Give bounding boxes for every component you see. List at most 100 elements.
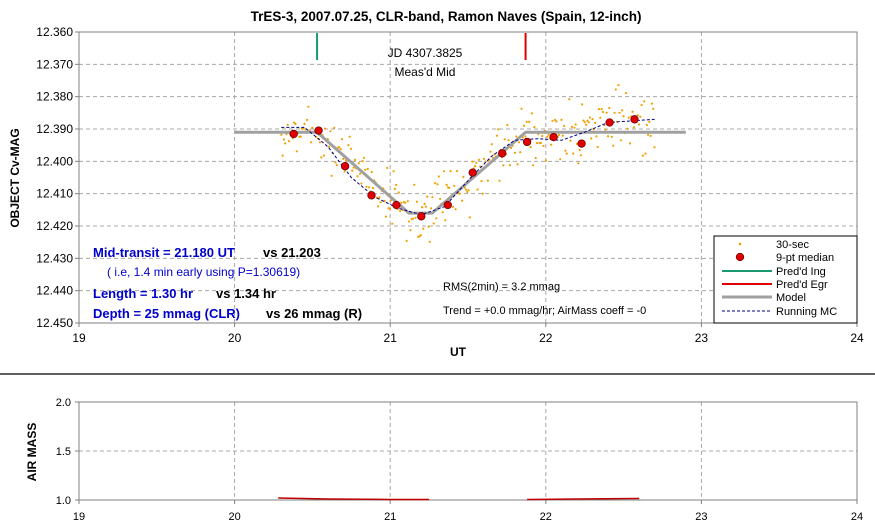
point-30-sec <box>627 116 630 119</box>
airmass-x-axis: 19 20 21 22 23 24 <box>73 500 863 523</box>
y-tick-label: 12.420 <box>36 219 73 233</box>
point-30-sec <box>455 170 458 173</box>
y-tick-label: 12.450 <box>36 316 73 330</box>
point-30-sec <box>539 141 543 145</box>
jd-label: JD 4307.3825 <box>388 46 463 60</box>
point-30-sec <box>342 157 345 160</box>
point-30-sec <box>365 185 368 188</box>
point-30-sec <box>619 139 623 142</box>
point-30-sec <box>652 107 655 110</box>
point-30-sec <box>520 107 523 110</box>
point-30-sec <box>441 211 444 214</box>
point-30-sec <box>458 192 461 195</box>
point-30-sec <box>560 118 563 121</box>
point-30-sec <box>639 115 642 118</box>
point-30-sec <box>502 164 505 167</box>
point-30-sec <box>453 184 456 187</box>
point-30-sec <box>551 119 554 122</box>
y-axis-label: OBJECT Cv-MAG <box>8 128 22 227</box>
median-point <box>417 212 426 221</box>
point-30-sec <box>475 161 478 164</box>
point-30-sec <box>421 206 424 209</box>
point-30-sec <box>528 120 531 123</box>
airmass-line <box>278 497 430 501</box>
point-30-sec <box>282 138 285 141</box>
point-30-sec <box>601 110 605 114</box>
point-30-sec <box>490 143 493 146</box>
y-tick-label: 12.380 <box>36 90 73 104</box>
running-mc-line <box>281 118 655 216</box>
point-30-sec <box>333 126 336 129</box>
point-30-sec <box>541 134 544 138</box>
point-30-sec <box>550 143 553 146</box>
point-30-sec <box>329 130 332 133</box>
point-30-sec <box>454 208 457 211</box>
median-point <box>522 137 532 147</box>
point-30-sec <box>411 217 415 220</box>
point-30-sec <box>653 146 656 149</box>
point-30-sec <box>309 141 313 144</box>
point-30-sec <box>577 162 580 165</box>
point-30-sec <box>495 134 499 137</box>
point-30-sec <box>591 118 594 121</box>
point-30-sec <box>370 170 373 174</box>
y-tick-label: 12.410 <box>36 187 73 201</box>
plot-marks <box>234 33 686 243</box>
point-30-sec <box>307 105 310 108</box>
point-30-sec <box>295 150 298 153</box>
depth-reference: vs 26 mmag (R) <box>266 306 362 321</box>
point-30-sec <box>384 215 387 218</box>
point-30-sec <box>507 139 510 142</box>
x-axis: 19 20 21 22 23 24 <box>72 323 864 345</box>
point-30-sec <box>569 139 572 142</box>
point-30-sec <box>294 122 297 126</box>
point-30-sec <box>594 121 597 124</box>
point-30-sec <box>280 133 283 136</box>
point-30-sec <box>364 168 367 171</box>
airmass-y-axis-label: AIR MASS <box>25 423 39 482</box>
point-30-sec <box>468 216 471 219</box>
point-30-sec <box>351 169 354 172</box>
point-30-sec <box>650 102 654 105</box>
plot-frame <box>78 31 858 324</box>
point-30-sec <box>578 148 581 152</box>
point-30-sec <box>599 116 602 119</box>
point-30-sec <box>579 154 583 157</box>
point-30-sec <box>383 199 386 203</box>
point-30-sec <box>572 152 575 155</box>
median-point <box>577 139 586 148</box>
point-30-sec <box>338 146 341 149</box>
point-30-sec <box>361 160 364 163</box>
point-30-sec <box>368 186 371 189</box>
grid <box>79 32 857 323</box>
point-30-sec <box>618 111 621 114</box>
point-30-sec <box>628 142 632 145</box>
airmass-y-tick-label: 1.5 <box>56 446 71 458</box>
point-30-sec <box>433 182 437 185</box>
median-point <box>289 129 298 139</box>
point-30-sec <box>525 120 528 123</box>
airmass-y-tick-label: 2.0 <box>56 397 71 409</box>
point-30-sec <box>424 205 427 208</box>
point-30-sec <box>574 123 577 126</box>
length-annotation: Length = 1.30 hr <box>93 286 193 301</box>
point-30-sec <box>461 199 464 202</box>
point-30-sec <box>622 115 625 118</box>
point-30-sec <box>356 175 359 178</box>
point-30-sec <box>397 191 400 194</box>
point-30-sec <box>517 141 521 144</box>
airmass-x-tick-label: 21 <box>384 511 396 523</box>
point-30-sec <box>466 190 469 194</box>
point-30-sec <box>595 135 598 138</box>
point-30-sec <box>431 196 434 199</box>
point-30-sec <box>378 196 381 199</box>
early-note-annotation: ( i.e, 1.4 min early using P=1.30619) <box>107 265 300 279</box>
airmass-y-tick-label: 1.0 <box>56 495 71 507</box>
point-30-sec <box>435 217 438 220</box>
median-point <box>392 200 401 210</box>
x-tick-label: 19 <box>72 331 86 345</box>
depth-annotation: Depth = 25 mmag (CLR) <box>93 306 240 321</box>
point-30-sec <box>506 123 509 127</box>
point-30-sec <box>614 88 617 91</box>
x-tick-label: 20 <box>228 331 242 345</box>
